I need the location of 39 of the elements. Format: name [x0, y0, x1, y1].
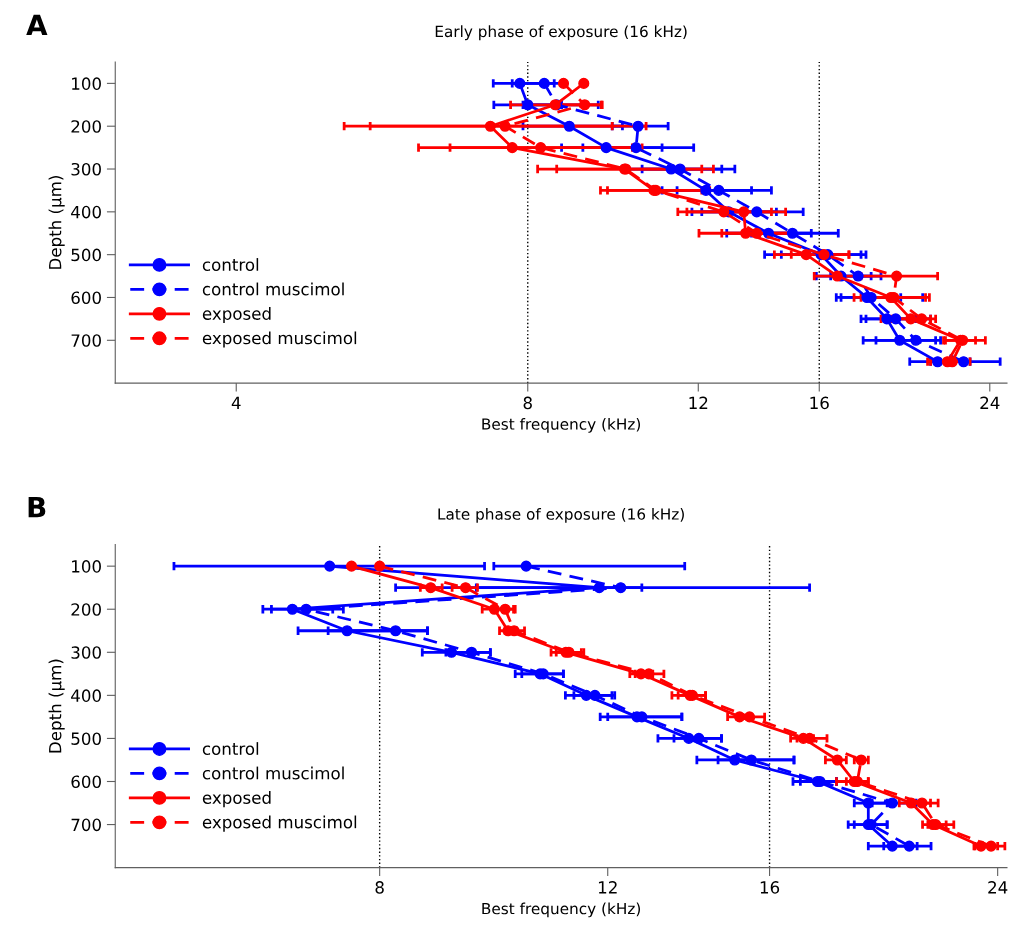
y-tick-label: 200 — [71, 120, 101, 133]
y-tick-label: 600 — [71, 291, 101, 305]
legend-label: exposed — [202, 306, 271, 324]
y-tick-label: 600 — [71, 775, 101, 789]
y-tick-label: 200 — [71, 603, 101, 616]
x-axis-title: Best frequency (kHz) — [482, 902, 641, 918]
y-tick-label: 400 — [71, 689, 101, 702]
x-tick-label: 4 — [231, 396, 241, 409]
y-tick-label: 400 — [71, 205, 101, 219]
y-tick-label: 700 — [71, 334, 101, 347]
y-tick-label: 500 — [71, 732, 101, 745]
y-tick-label: 100 — [72, 77, 101, 90]
legend-label: exposed — [202, 791, 271, 808]
x-tick-label: 16 — [760, 881, 780, 894]
legend-label: control muscimol — [202, 766, 344, 780]
y-tick-label: 100 — [72, 560, 101, 573]
legend-label: exposed muscimol — [202, 815, 357, 832]
chart-title: Early phase of exposure (16 kHz) — [435, 25, 687, 41]
y-tick-label: 300 — [71, 162, 101, 176]
x-tick-label: 24 — [980, 396, 1000, 409]
text: B — [28, 497, 46, 518]
chart-title: Late phase of exposure (16 kHz) — [438, 508, 684, 523]
x-tick-label: 12 — [689, 396, 708, 409]
x-tick-label: 24 — [988, 881, 1008, 894]
legend-label: control muscimol — [202, 282, 344, 296]
y-tick-label: 700 — [71, 818, 101, 832]
x-tick-label: 8 — [375, 881, 384, 894]
x-tick-label: 8 — [523, 396, 532, 410]
x-axis-title: Best frequency (kHz) — [482, 417, 641, 433]
x-tick-label: 12 — [598, 881, 617, 894]
legend-label: control — [202, 258, 259, 271]
legend-label: exposed muscimol — [202, 331, 357, 348]
y-axis-title: Depth (μm) — [48, 176, 65, 269]
x-tick-label: 16 — [810, 396, 829, 410]
text: A — [26, 14, 48, 35]
y-axis-title: Depth (μm) — [48, 659, 65, 753]
y-tick-label: 500 — [71, 248, 101, 262]
y-tick-label: 300 — [71, 646, 101, 659]
legend-label: control — [202, 742, 259, 756]
